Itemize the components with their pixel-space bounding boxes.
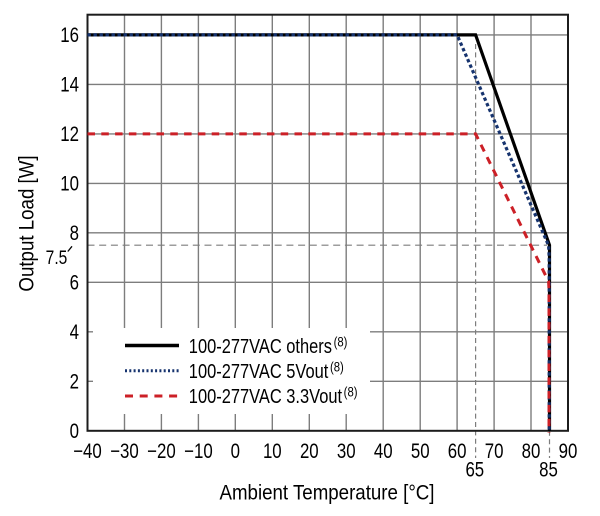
svg-text:40: 40 [374,440,393,463]
svg-text:14: 14 [60,74,79,97]
svg-text:0: 0 [70,420,79,443]
svg-text:60: 60 [448,440,467,463]
svg-text:70: 70 [485,440,504,463]
svg-text:−30: −30 [110,440,139,463]
svg-text:4: 4 [70,321,79,344]
svg-text:100-277VAC 5Vout(8): 100-277VAC 5Vout (8) [189,358,344,382]
svg-text:30: 30 [337,440,356,463]
svg-text:20: 20 [300,440,319,463]
svg-text:Output Load [W]: Output Load [W] [16,155,39,291]
svg-text:100-277VAC 3.3Vout(8): 100-277VAC 3.3Vout (8) [189,384,358,408]
svg-text:−40: −40 [73,440,102,463]
svg-text:−20: −20 [147,440,176,463]
svg-text:8: 8 [70,222,79,245]
svg-text:7.5: 7.5 [46,247,68,269]
svg-text:85: 85 [539,459,558,482]
svg-text:90: 90 [559,440,578,463]
svg-text:12: 12 [60,124,79,147]
svg-text:16: 16 [60,25,79,48]
svg-text:65: 65 [465,459,484,482]
svg-text:−10: −10 [184,440,213,463]
svg-text:2: 2 [70,371,79,394]
svg-text:10: 10 [263,440,282,463]
svg-text:10: 10 [60,173,79,196]
svg-text:50: 50 [411,440,430,463]
svg-text:0: 0 [231,440,240,463]
svg-text:Ambient Temperature [°C]: Ambient Temperature [°C] [219,482,434,505]
svg-text:6: 6 [70,272,79,295]
svg-text:80: 80 [522,440,541,463]
svg-text:100-277VAC others(8): 100-277VAC others (8) [189,333,348,357]
